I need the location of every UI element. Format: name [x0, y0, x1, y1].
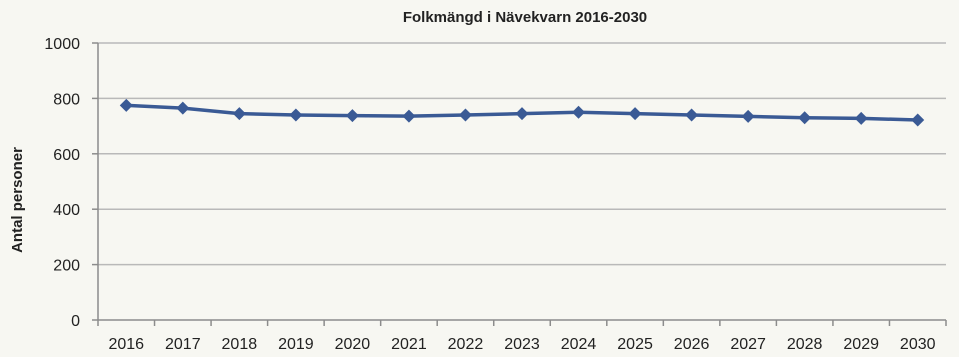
y-tick-labels: 0 200 400 600 800 1000 — [44, 36, 80, 330]
y-tick-label: 800 — [53, 91, 80, 108]
x-tick-label: 2016 — [108, 336, 144, 353]
data-point-marker — [854, 111, 868, 125]
data-point-marker — [628, 107, 642, 121]
data-point-marker — [458, 108, 472, 122]
data-point-marker — [572, 105, 586, 119]
grid-lines — [98, 42, 946, 266]
y-axis-label: Antal personer — [9, 147, 26, 253]
y-tick-label: 400 — [53, 202, 80, 219]
data-point-marker — [741, 109, 755, 123]
data-point-marker — [402, 109, 416, 123]
x-tick-label: 2029 — [843, 336, 879, 353]
data-point-marker — [232, 107, 246, 121]
axes — [92, 42, 947, 326]
x-tick-label: 2027 — [730, 336, 766, 353]
x-tick-label: 2020 — [335, 336, 371, 353]
y-tick-label: 1000 — [44, 36, 80, 53]
series — [119, 98, 925, 127]
x-tick-label: 2019 — [278, 336, 314, 353]
x-tick-label: 2025 — [617, 336, 653, 353]
data-point-marker — [119, 98, 133, 112]
data-point-marker — [798, 111, 812, 125]
chart-title: Folkmängd i Nävekvarn 2016-2030 — [403, 9, 647, 26]
data-point-marker — [176, 101, 190, 115]
x-tick-label: 2023 — [504, 336, 540, 353]
data-point-marker — [515, 107, 529, 121]
data-point-marker — [911, 113, 925, 127]
x-tick-label: 2024 — [561, 336, 597, 353]
data-point-marker — [685, 108, 699, 122]
data-point-marker — [345, 109, 359, 123]
x-tick-label: 2028 — [787, 336, 823, 353]
x-tick-label: 2022 — [448, 336, 484, 353]
y-tick-label: 200 — [53, 258, 80, 275]
x-tick-label: 2026 — [674, 336, 710, 353]
x-tick-label: 2017 — [165, 336, 201, 353]
data-point-marker — [289, 108, 303, 122]
y-tick-label: 0 — [71, 313, 80, 330]
x-tick-label: 2030 — [900, 336, 936, 353]
x-tick-labels: 2016 2017 2018 2019 2020 2021 2022 2023 2024 2025… — [108, 336, 935, 353]
x-tick-label: 2018 — [222, 336, 258, 353]
x-tick-label: 2021 — [391, 336, 427, 353]
y-tick-label: 600 — [53, 147, 80, 164]
